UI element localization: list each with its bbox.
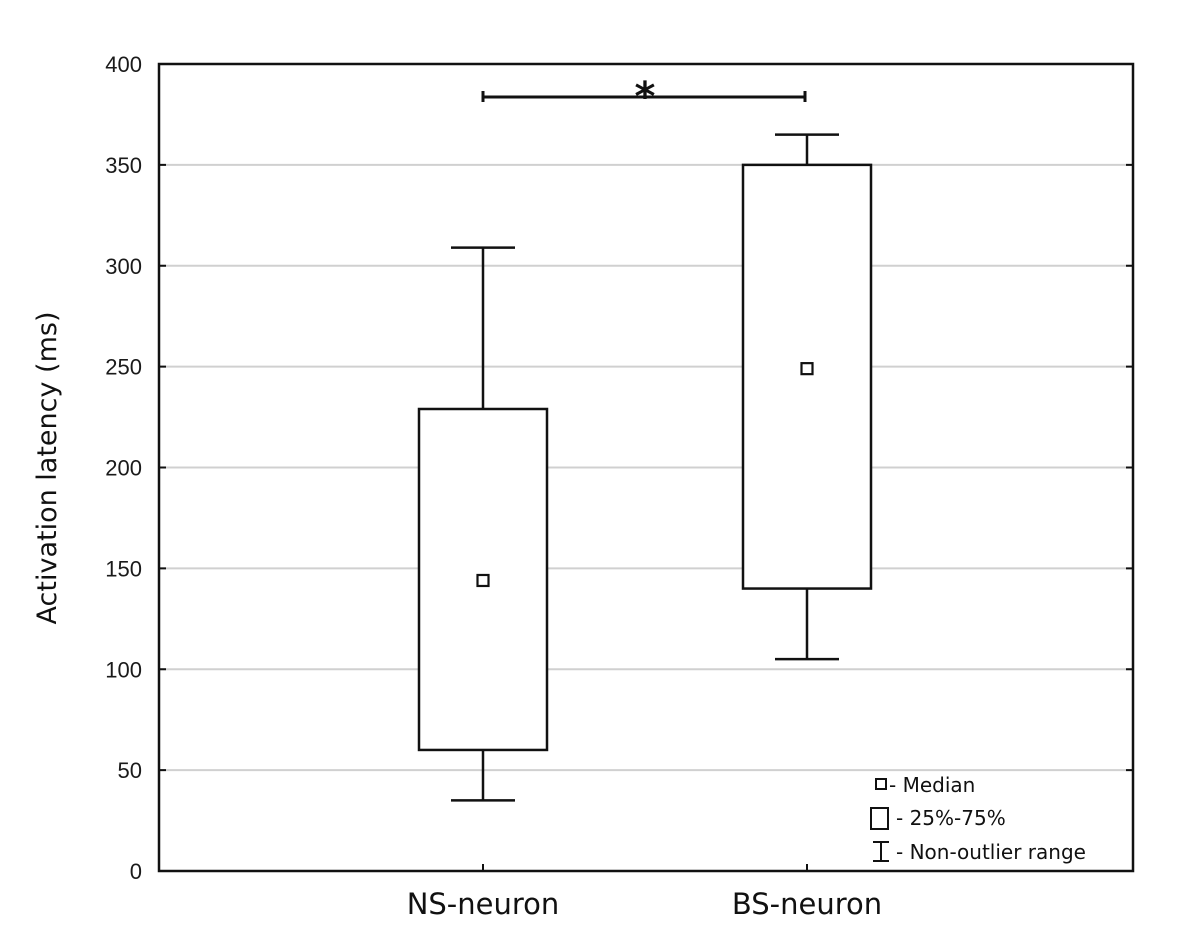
significance-asterisk: * [635,74,656,120]
box-bs-neuron [741,133,873,661]
y-tick-label: 200 [105,456,142,481]
y-tick-label: 100 [105,657,142,682]
legend-box-label: - 25%-75% [896,806,1006,830]
y-tick-label: 150 [105,556,142,581]
y-tick-label: 300 [105,254,142,279]
legend-median-label: - Median [889,773,975,797]
legend-whisker-label: - Non-outlier range [896,840,1086,864]
y-tick-label: 400 [105,52,142,77]
significance-bracket: * [481,74,807,120]
y-axis-title: Activation latency (ms) [32,312,63,625]
legend-box-icon [870,807,889,830]
x-category-label: BS-neuron [732,887,882,921]
iqr-box [741,163,873,590]
y-tick-label: 50 [118,758,142,783]
median-marker [476,573,490,588]
box-ns-neuron [417,246,549,802]
y-tick-label: 350 [105,153,142,178]
legend: - Median - 25%-75% - Non-outlier range [870,773,1086,864]
gridlines [159,163,1133,772]
median-marker [800,362,814,376]
x-axis-ticks: NS-neuron BS-neuron [407,864,882,921]
y-axis-ticks: 0 50 100 150 200 250 300 350 400 [105,52,1133,884]
boxes [417,133,873,802]
legend-median-icon [875,778,887,790]
x-category-label: NS-neuron [407,887,560,921]
y-tick-label: 0 [130,859,142,884]
y-tick-label: 250 [105,355,142,380]
